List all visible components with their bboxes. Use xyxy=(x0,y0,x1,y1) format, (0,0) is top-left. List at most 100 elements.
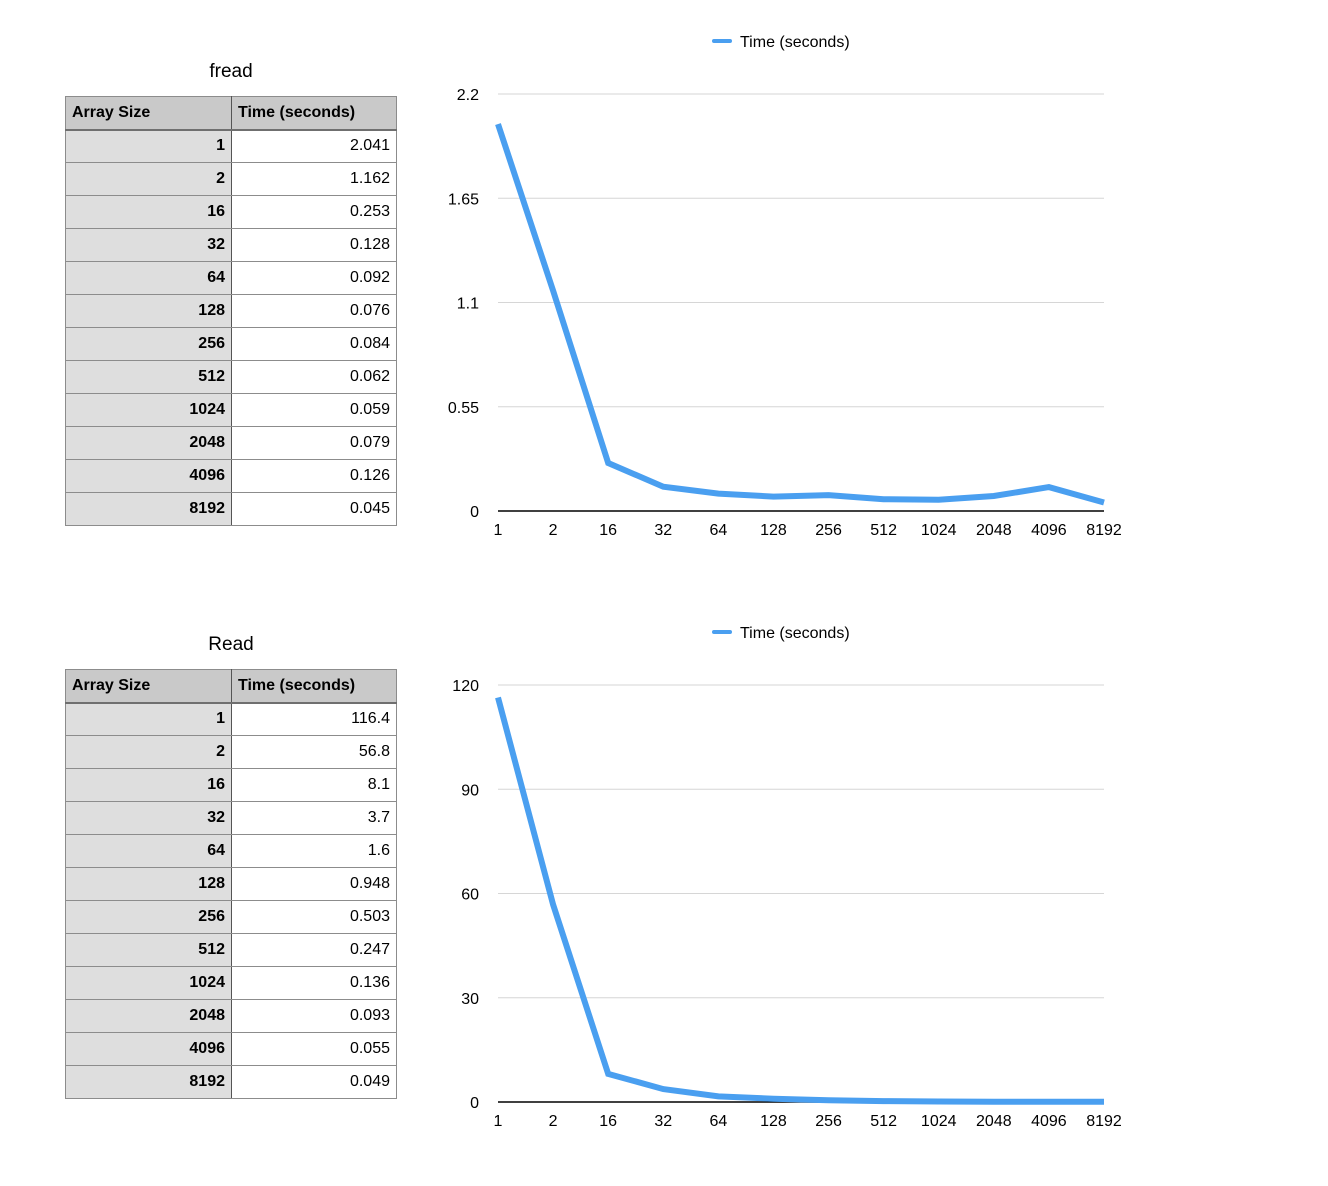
array-size-cell: 64 xyxy=(65,261,232,295)
array-size-cell: 8192 xyxy=(65,492,232,526)
table-row: 128 0.948 xyxy=(65,867,397,901)
array-size-cell: 8192 xyxy=(65,1065,232,1099)
y-tick-label: 2.2 xyxy=(457,87,479,104)
line-chart: Time (seconds) 0 0.55 1.1 1.65 2.2 1 2 16 32 64 128… xyxy=(448,34,1122,539)
table-row: 1 2.041 xyxy=(65,129,397,163)
time-cell: 0.092 xyxy=(231,261,397,295)
x-tick-label: 4096 xyxy=(1031,522,1067,539)
y-tick-label: 1.65 xyxy=(448,191,479,208)
table-row: 1024 0.059 xyxy=(65,393,397,427)
time-cell: 0.062 xyxy=(231,360,397,394)
array-size-cell: 2048 xyxy=(65,999,232,1033)
series-line xyxy=(495,123,1105,506)
column-header-array-size: Array Size xyxy=(65,96,232,131)
x-tick-label: 16 xyxy=(599,522,617,539)
time-cell: 0.253 xyxy=(231,195,397,229)
array-size-cell: 1024 xyxy=(65,393,232,427)
table-row: 2 1.162 xyxy=(65,162,397,196)
y-tick-label: 90 xyxy=(461,782,479,799)
table-row: 32 0.128 xyxy=(65,228,397,262)
x-tick-label: 1 xyxy=(494,1113,503,1130)
time-cell: 0.079 xyxy=(231,426,397,460)
y-tick-label: 60 xyxy=(461,887,479,904)
array-size-cell: 128 xyxy=(65,867,232,901)
table-row: 1 116.4 xyxy=(65,702,397,736)
array-size-cell: 256 xyxy=(65,327,232,361)
array-size-cell: 16 xyxy=(65,768,232,802)
series-line xyxy=(495,696,1104,1105)
array-size-cell: 512 xyxy=(65,360,232,394)
table-title: Read xyxy=(208,634,254,655)
x-tick-label: 64 xyxy=(709,1113,727,1130)
array-size-cell: 1 xyxy=(65,129,232,163)
x-tick-label: 512 xyxy=(870,1113,897,1130)
x-tick-label: 128 xyxy=(760,522,787,539)
x-tick-label: 1024 xyxy=(921,1113,957,1130)
x-tick-label: 2 xyxy=(549,1113,558,1130)
table-row: 512 0.247 xyxy=(65,933,397,967)
legend-label: Time (seconds) xyxy=(740,625,850,642)
array-size-cell: 512 xyxy=(65,933,232,967)
y-tick-label: 120 xyxy=(452,678,479,695)
table-row: 2048 0.079 xyxy=(65,426,397,460)
y-tick-label: 0 xyxy=(470,504,479,521)
x-tick-label: 2048 xyxy=(976,522,1012,539)
x-tick-label: 1 xyxy=(494,522,503,539)
table-row: 16 0.253 xyxy=(65,195,397,229)
line-chart: Time (seconds) 0 30 60 90 120 1 2 16 32 64 128 256 51… xyxy=(452,625,1122,1130)
array-size-cell: 4096 xyxy=(65,1032,232,1066)
x-tick-label: 2048 xyxy=(976,1113,1012,1130)
time-cell: 3.7 xyxy=(231,801,397,835)
table-row: 16 8.1 xyxy=(65,768,397,802)
time-cell: 0.049 xyxy=(231,1065,397,1099)
data-table: Array Size Time (seconds) 1 116.4 2 56.8 16 8.1… xyxy=(65,669,397,1099)
table-row: 8192 0.049 xyxy=(65,1065,397,1099)
table-row: 1024 0.136 xyxy=(65,966,397,1000)
table-row: 256 0.084 xyxy=(65,327,397,361)
array-size-cell: 32 xyxy=(65,228,232,262)
time-cell: 0.128 xyxy=(231,228,397,262)
time-cell: 0.948 xyxy=(231,867,397,901)
array-size-cell: 64 xyxy=(65,834,232,868)
table-row: 512 0.062 xyxy=(65,360,397,394)
time-cell: 0.045 xyxy=(231,492,397,526)
time-cell: 0.059 xyxy=(231,393,397,427)
x-tick-label: 1024 xyxy=(921,522,957,539)
table-row: 128 0.076 xyxy=(65,294,397,328)
table-row: 2 56.8 xyxy=(65,735,397,769)
time-cell: 0.093 xyxy=(231,999,397,1033)
legend-label: Time (seconds) xyxy=(740,34,850,51)
table-row: 4096 0.055 xyxy=(65,1032,397,1066)
array-size-cell: 1024 xyxy=(65,966,232,1000)
x-tick-label: 32 xyxy=(654,1113,672,1130)
time-cell: 1.6 xyxy=(231,834,397,868)
legend: Time (seconds) xyxy=(712,625,850,642)
y-tick-label: 30 xyxy=(461,991,479,1008)
column-header-time: Time (seconds) xyxy=(231,96,397,131)
column-header-array-size: Array Size xyxy=(65,669,232,704)
x-tick-label: 8192 xyxy=(1086,1113,1122,1130)
array-size-cell: 128 xyxy=(65,294,232,328)
array-size-cell: 2 xyxy=(65,162,232,196)
y-tick-label: 0 xyxy=(470,1095,479,1112)
table-title: fread xyxy=(209,61,253,82)
array-size-cell: 16 xyxy=(65,195,232,229)
time-cell: 0.126 xyxy=(231,459,397,493)
x-tick-label: 16 xyxy=(599,1113,617,1130)
array-size-cell: 4096 xyxy=(65,459,232,493)
array-size-cell: 2048 xyxy=(65,426,232,460)
y-tick-label: 0.55 xyxy=(448,400,479,417)
time-cell: 1.162 xyxy=(231,162,397,196)
time-cell: 0.076 xyxy=(231,294,397,328)
array-size-cell: 2 xyxy=(65,735,232,769)
table-row: 2048 0.093 xyxy=(65,999,397,1033)
time-cell: 0.055 xyxy=(231,1032,397,1066)
table-row: 64 1.6 xyxy=(65,834,397,868)
time-cell: 0.247 xyxy=(231,933,397,967)
data-table: Array Size Time (seconds) 1 2.041 2 1.162 16 0.… xyxy=(65,96,397,526)
table-row: 4096 0.126 xyxy=(65,459,397,493)
legend: Time (seconds) xyxy=(712,34,850,51)
y-tick-label: 1.1 xyxy=(457,296,479,313)
x-tick-label: 8192 xyxy=(1086,522,1122,539)
x-tick-label: 64 xyxy=(709,522,727,539)
